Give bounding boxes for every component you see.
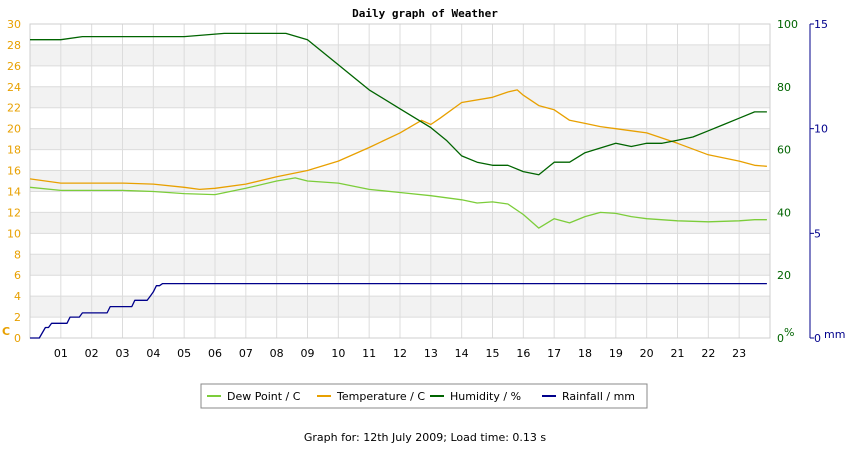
x-tick-label: 08 [270,347,284,360]
middle-axis-tick: 0 [777,332,784,345]
left-axis-tick: 26 [7,60,21,73]
legend-label: Dew Point / C [227,390,301,403]
left-axis-tick: 30 [7,18,21,31]
x-tick-label: 04 [146,347,160,360]
left-axis-tick: 6 [14,269,21,282]
x-tick-label: 17 [547,347,561,360]
plot-frame [29,23,771,339]
x-tick-label: 16 [516,347,530,360]
left-axis-tick: 18 [7,144,21,157]
right-axis-tick: 0 [814,332,821,345]
left-axis-tick: 2 [14,311,21,324]
x-tick-label: 23 [732,347,746,360]
left-axis-tick: 10 [7,227,21,240]
middle-axis-tick: 80 [777,81,791,94]
x-tick-label: 03 [116,347,130,360]
x-tick-label: 06 [208,347,222,360]
middle-axis-tick: 20 [777,269,791,282]
legend-label: Rainfall / mm [562,390,635,403]
chart-title: Daily graph of Weather [352,7,498,20]
legend-label: Temperature / C [336,390,425,403]
left-axis-unit: C [2,325,10,338]
x-tick-label: 21 [671,347,685,360]
series-line-0 [29,177,767,229]
left-axis-tick: 14 [7,185,21,198]
series-line-1 [29,89,767,191]
middle-axis-unit: % [784,326,794,339]
middle-axis-tick: 60 [777,144,791,157]
left-axis-tick: 22 [7,102,21,115]
left-axis-tick: 0 [14,332,21,345]
x-tick-label: 22 [701,347,715,360]
legend-box [200,383,648,409]
left-axis-tick: 28 [7,39,21,52]
middle-axis-tick: 100 [777,18,798,31]
left-axis-tick: 12 [7,206,21,219]
x-tick-label: 05 [177,347,191,360]
x-tick-label: 13 [424,347,438,360]
x-tick-label: 12 [393,347,407,360]
x-tick-label: 10 [331,347,345,360]
x-tick-label: 02 [85,347,99,360]
x-tick-label: 11 [362,347,376,360]
left-axis-tick: 16 [7,165,21,178]
right-axis-tick: 10 [814,123,828,136]
legend-label: Humidity / % [450,390,521,403]
x-tick-label: 09 [301,347,315,360]
x-tick-label: 20 [640,347,654,360]
x-tick-label: 07 [239,347,253,360]
right-axis-unit: mm [824,328,845,341]
left-axis-tick: 24 [7,81,21,94]
footer-status: Graph for: 12th July 2009; Load time: 0.… [303,431,547,444]
middle-axis-tick: 40 [777,206,791,219]
left-axis-tick: 4 [14,290,21,303]
series-line-2 [30,32,767,176]
x-tick-label: 14 [455,347,469,360]
left-axis-tick: 20 [7,123,21,136]
x-tick-label: 01 [54,347,68,360]
right-axis-tick: 15 [814,18,828,31]
x-tick-label: 19 [609,347,623,360]
x-tick-label: 15 [486,347,500,360]
right-axis-tick: 5 [814,227,821,240]
left-axis-tick: 8 [14,248,21,261]
x-tick-label: 18 [578,347,592,360]
series-line-3 [30,282,767,339]
